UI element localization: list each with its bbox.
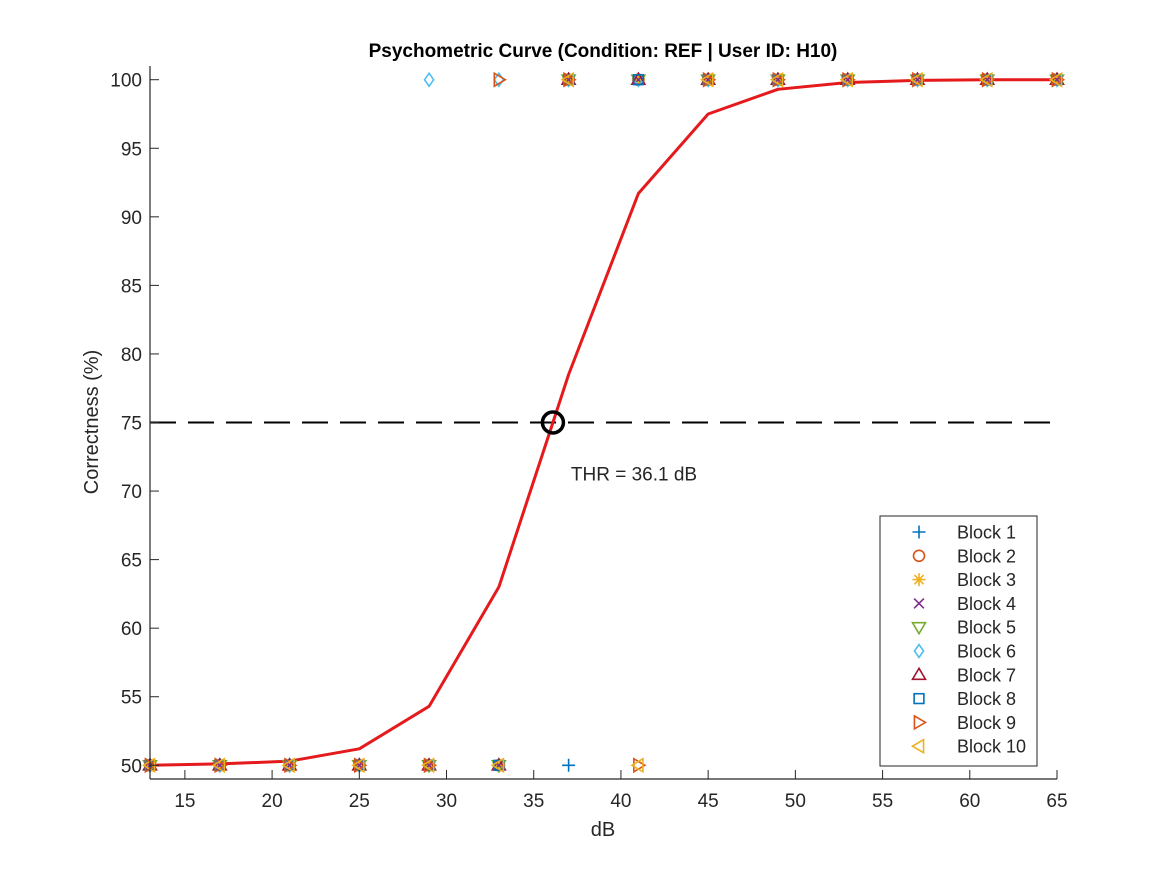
threshold-marker (540, 410, 566, 435)
data-point (839, 71, 854, 88)
data-point (423, 759, 435, 771)
y-axis-label: Correctness (%) (81, 350, 103, 494)
legend-marker (913, 643, 925, 659)
chart-title: Psychometric Curve (Condition: REF | Use… (369, 41, 838, 62)
x-tick-label: 55 (872, 791, 893, 812)
data-point (772, 71, 787, 88)
x-tick-label: 30 (436, 791, 457, 812)
y-tick-label: 85 (121, 276, 142, 297)
series-9 (144, 71, 1066, 774)
data-point (144, 757, 159, 774)
data-point (702, 71, 717, 88)
data-points-layer (141, 71, 1066, 774)
legend-label: Block 2 (957, 546, 1016, 566)
legend-marker (913, 597, 925, 609)
x-tick-label: 40 (610, 791, 631, 812)
data-point (979, 71, 993, 88)
x-tick-label: 15 (174, 791, 195, 812)
threshold-label: THR = 36.1 dB (571, 465, 697, 486)
y-tick-label: 60 (121, 619, 142, 640)
legend-marker (912, 525, 926, 539)
y-tick-label: 55 (121, 688, 142, 709)
y-tick-label: 75 (121, 414, 142, 435)
x-tick-label: 35 (523, 791, 544, 812)
data-point (1051, 71, 1066, 88)
data-point (560, 71, 574, 88)
legend-label: Block 3 (957, 570, 1016, 590)
legend-marker (913, 692, 925, 705)
data-point (493, 71, 507, 88)
legend-label: Block 9 (957, 713, 1016, 733)
data-point (493, 759, 505, 771)
legend-marker (912, 549, 926, 563)
x-tick-label: 45 (698, 791, 719, 812)
data-point (912, 71, 926, 88)
x-axis-label: dB (591, 819, 615, 841)
legend-box (879, 515, 1038, 767)
legend-label: Block 1 (957, 523, 1016, 543)
data-point (842, 71, 856, 88)
data-point (630, 757, 644, 774)
x-tick-label: 60 (959, 791, 980, 812)
y-tick-label: 65 (121, 551, 142, 572)
data-point (281, 757, 295, 774)
data-point (351, 757, 365, 774)
data-point (211, 757, 226, 774)
legend-label: Block 6 (957, 642, 1016, 662)
y-tick-label: 90 (121, 208, 142, 229)
data-point (769, 71, 784, 88)
data-point (423, 757, 438, 774)
x-tick-label: 20 (262, 791, 283, 812)
data-point (423, 71, 435, 88)
legend-marker (911, 666, 927, 681)
data-point (1048, 71, 1063, 88)
legend-marker (912, 573, 926, 587)
legend-marker (911, 621, 927, 636)
y-tick-label: 80 (121, 345, 142, 366)
legend-label: Block 10 (957, 737, 1026, 757)
legend-label: Block 7 (957, 665, 1016, 685)
x-tick-label: 50 (785, 791, 806, 812)
data-point (284, 757, 298, 774)
data-point (562, 758, 576, 772)
legend-label: Block 4 (957, 594, 1016, 614)
data-point (700, 71, 714, 88)
x-tick-label: 65 (1046, 791, 1067, 812)
y-tick-label: 100 (110, 71, 142, 92)
y-tick-label: 95 (121, 139, 142, 160)
y-tick-label: 70 (121, 482, 142, 503)
data-point (981, 71, 996, 88)
data-point (909, 71, 923, 88)
legend-marker (913, 714, 928, 731)
data-point (490, 757, 505, 774)
series-10 (141, 71, 1063, 774)
y-tick-label: 50 (121, 756, 142, 777)
legend: Block 1 Block 2 Block 3 Block 4 Block 5 Block… (879, 515, 1038, 767)
legend-marker (910, 738, 925, 755)
fit-curve-layer (149, 78, 1057, 767)
axes-layer: 50 55 60 65 70 75 80 85 90 95 100 15 20 25 30 35 40 45 50 5… (110, 66, 1068, 812)
data-point (420, 757, 435, 774)
data-point (214, 757, 228, 774)
data-point (563, 71, 577, 88)
legend-label: Block 8 (957, 689, 1016, 709)
data-point (353, 757, 368, 774)
data-point (633, 757, 647, 774)
legend-label: Block 5 (957, 618, 1016, 638)
threshold-layer: THR = 36.1 dB (540, 410, 697, 486)
x-tick-label: 25 (349, 791, 370, 812)
fit-curve (149, 78, 1057, 767)
data-point (632, 74, 645, 86)
